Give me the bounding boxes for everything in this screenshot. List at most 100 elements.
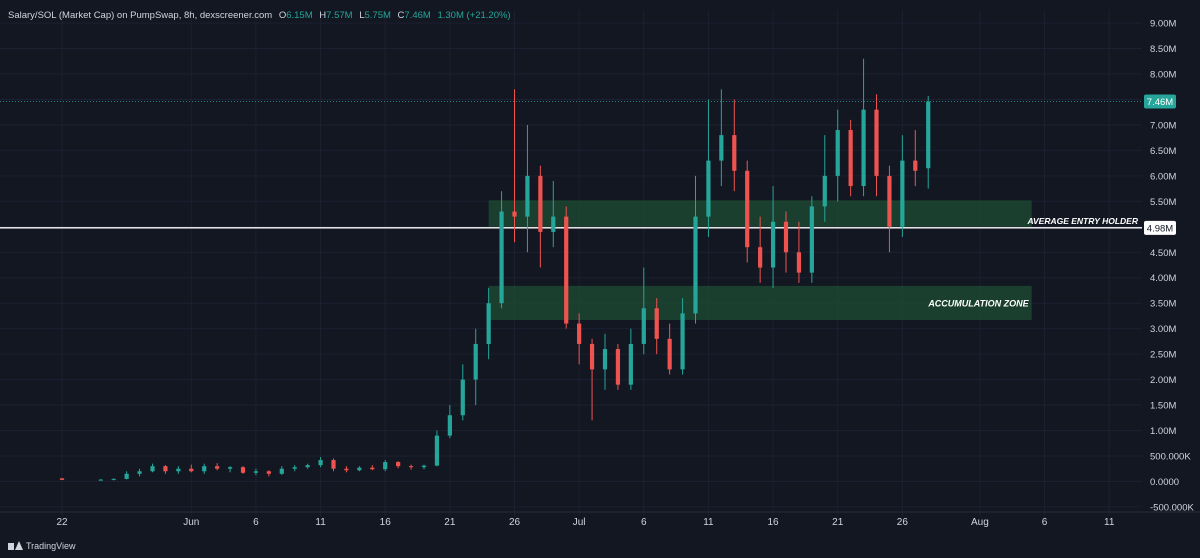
candle-body (667, 338, 672, 370)
candle-body (732, 135, 737, 171)
candle (111, 478, 116, 481)
candle (163, 465, 168, 474)
candle-body (809, 206, 814, 273)
candle (525, 124, 530, 253)
candle (641, 267, 646, 355)
x-tick-label: 16 (768, 517, 780, 528)
candle (98, 478, 103, 481)
x-tick-label: 26 (509, 517, 521, 528)
x-tick-label: 21 (444, 517, 456, 528)
candle (357, 466, 362, 472)
change-value: 1.30M (+21.20%) (437, 10, 511, 21)
candle-body (680, 313, 685, 370)
x-axis[interactable]: 22 Jun 6 11 16 21 26 Jul 6 11 16 21 26 Aug 6 11 (56, 517, 1114, 528)
x-tick-label: 6 (253, 517, 259, 528)
candle (202, 463, 207, 474)
candle-body (202, 466, 207, 472)
candle-body (176, 468, 181, 472)
candle-body (641, 308, 646, 344)
y-tick-label: 6.00M (1150, 171, 1176, 182)
x-tick-label: Jul (573, 517, 586, 528)
y-tick-label: -500.000K (1150, 502, 1195, 513)
y-tick-label: 3.00M (1150, 324, 1176, 335)
candle-body (98, 479, 103, 481)
candle (305, 463, 310, 469)
high-label: H (319, 10, 327, 21)
candle (447, 405, 452, 439)
candle (460, 364, 465, 421)
candle (421, 464, 427, 470)
candle (822, 135, 827, 222)
candle-body (421, 465, 427, 468)
candle-body (189, 468, 194, 472)
candle (589, 338, 595, 421)
high-value: 7.57M (326, 10, 353, 21)
y-tick-label: 0.0000 (1150, 477, 1179, 488)
y-tick-label: 7.00M (1150, 120, 1176, 131)
candle (318, 456, 323, 468)
x-tick-label: 11 (703, 517, 714, 528)
open-label: O (278, 10, 287, 21)
y-tick-label: 4.50M (1150, 248, 1176, 259)
x-tick-label: 6 (641, 517, 647, 528)
candle-body (926, 101, 931, 169)
candle (344, 466, 349, 473)
candle (706, 99, 711, 237)
candle-body (758, 247, 763, 268)
entry-line-label: AVERAGE ENTRY HOLDER (1026, 216, 1138, 226)
candle (383, 460, 388, 472)
candle-body (719, 135, 724, 161)
candle (615, 343, 621, 390)
candle-body (370, 467, 375, 470)
candle (266, 470, 271, 477)
candle (473, 328, 478, 406)
open-value: 6.15M (286, 10, 313, 21)
y-tick-label: 5.50M (1150, 197, 1176, 208)
candle-layer (59, 58, 931, 481)
candle-body (835, 130, 840, 176)
candle (900, 135, 905, 237)
candle (292, 465, 297, 472)
x-tick-label: 16 (380, 517, 392, 528)
candle-body (848, 130, 853, 187)
symbol-title[interactable]: Salary/SOL (Market Cap) on PumpSwap, 8h,… (8, 10, 273, 21)
candle (848, 119, 853, 197)
candle-body (331, 460, 336, 469)
y-tick-label: 8.50M (1150, 44, 1176, 55)
low-value: 5.75M (364, 10, 391, 21)
brand-label: TradingView (26, 541, 76, 551)
candle (602, 333, 608, 390)
candle-body (796, 252, 802, 273)
candle (408, 464, 414, 470)
y-axis[interactable]: 9.00M8.50M8.00M7.50M7.00M6.50M6.00M5.50M… (1144, 19, 1195, 514)
candle-body (615, 349, 621, 385)
candle-body (111, 478, 116, 480)
candle (227, 466, 233, 473)
x-tick-label: 6 (1042, 517, 1048, 528)
candle-body (137, 471, 142, 474)
candle-body (227, 467, 233, 469)
x-tick-label: 11 (1104, 517, 1115, 528)
candle (434, 430, 440, 467)
candle-body (577, 323, 582, 344)
candle (732, 99, 737, 192)
candle (499, 191, 504, 309)
x-tick-label: Jun (183, 517, 199, 528)
candle-body (538, 175, 543, 232)
chart-header: Salary/SOL (Market Cap) on PumpSwap, 8h,… (8, 10, 511, 21)
entry-price-badge-text: 4.98M (1147, 223, 1173, 234)
tradingview-brand[interactable]: TradingView (8, 541, 76, 551)
candle (512, 89, 517, 243)
candle (551, 180, 556, 248)
x-tick-label: 26 (897, 517, 909, 528)
candle-body (344, 468, 349, 471)
y-tick-label: 500.000K (1150, 451, 1191, 462)
y-tick-label: 1.50M (1150, 401, 1176, 412)
candle-body (318, 460, 323, 466)
x-tick-label: 22 (56, 517, 68, 528)
candle-body (874, 109, 879, 176)
candle-body (434, 435, 440, 466)
candle (396, 461, 401, 469)
